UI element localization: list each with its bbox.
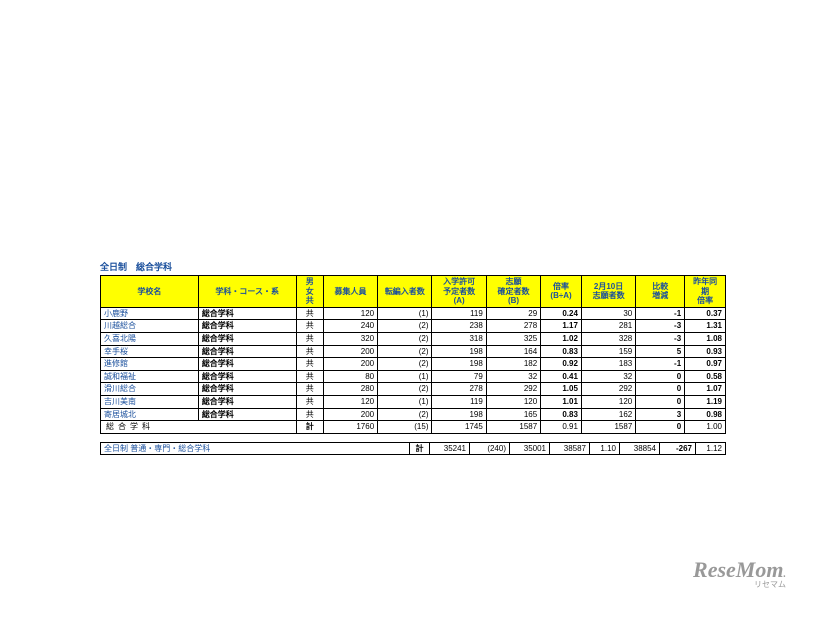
header-prev: 昨年同期倍率 xyxy=(685,276,726,308)
table-row: 寄居城北総合学科共200(2)1981650.8316230.98 xyxy=(101,408,726,421)
header-dept: 学科・コース・系 xyxy=(198,276,296,308)
header-school: 学校名 xyxy=(101,276,199,308)
header-compare: 比較増減 xyxy=(636,276,685,308)
data-table: 学校名 学科・コース・系 男女共 募集人員 転編入者数 入学許可予定者数(A) … xyxy=(100,275,726,434)
grand-total-row: 全日制 普通・専門・総合学科 計 35241 (240) 35001 38587… xyxy=(101,442,726,455)
header-feb10: 2月10日志願者数 xyxy=(581,276,635,308)
table-row: 川越総合総合学科共240(2)2382781.17281-31.31 xyxy=(101,320,726,333)
header-recruit: 募集人員 xyxy=(323,276,377,308)
header-ratio: 倍率(B÷A) xyxy=(541,276,582,308)
table-row: 誠和福祉総合学科共80(1)79320.413200.58 xyxy=(101,370,726,383)
table-row: 進修館総合学科共200(2)1981820.92183-10.97 xyxy=(101,358,726,371)
grand-total-table: 全日制 普通・専門・総合学科 計 35241 (240) 35001 38587… xyxy=(100,442,726,456)
table-row: 小鹿野総合学科共120(1)119290.2430-10.37 xyxy=(101,307,726,320)
watermark-logo: ReseMom. リセマム xyxy=(693,557,786,590)
table-row: 幸手桜総合学科共200(2)1981640.8315950.93 xyxy=(101,345,726,358)
table-row: 久喜北陽総合学科共320(2)3183251.02328-31.08 xyxy=(101,332,726,345)
header-transfer: 転編入者数 xyxy=(378,276,432,308)
subtotal-row: 総合学科計1760(15)174515870.91158701.00 xyxy=(101,421,726,434)
header-capacity: 入学許可予定者数(A) xyxy=(432,276,486,308)
header-applicants: 志願確定者数(B) xyxy=(486,276,540,308)
table-row: 吉川美南総合学科共120(1)1191201.0112001.19 xyxy=(101,395,726,408)
header-gender: 男女共 xyxy=(296,276,323,308)
table-row: 滑川総合総合学科共280(2)2782921.0529201.07 xyxy=(101,383,726,396)
table-title: 全日制 総合学科 xyxy=(100,260,726,273)
